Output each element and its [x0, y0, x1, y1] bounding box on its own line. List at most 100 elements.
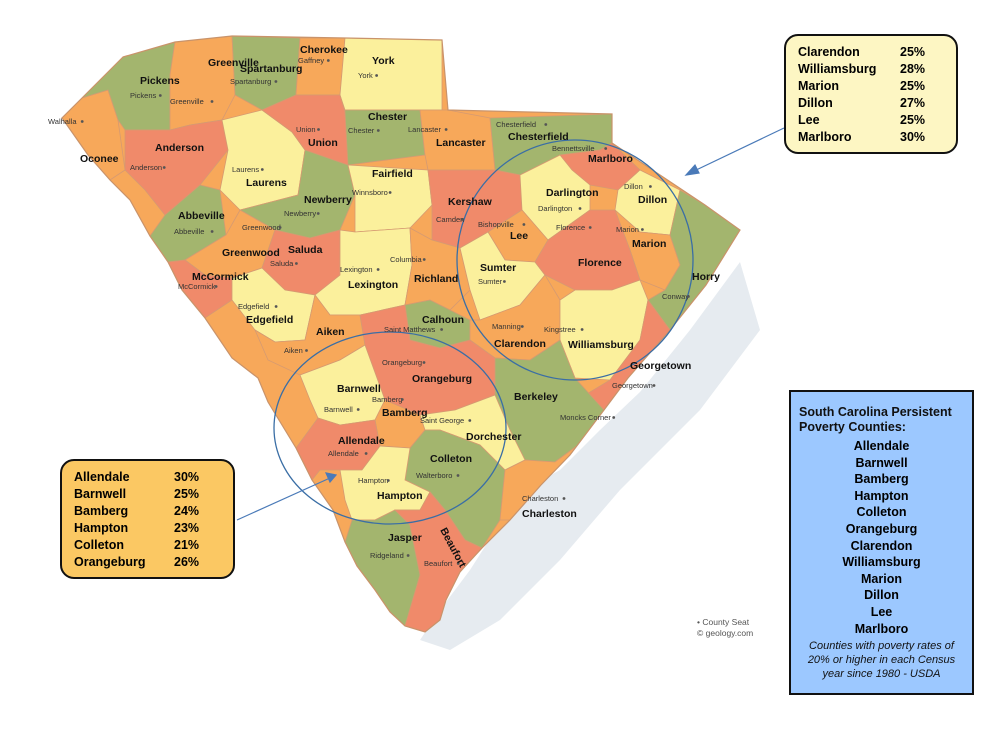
county-seat-jasper: Ridgeland	[370, 551, 404, 560]
county-seat-dot-dillon	[649, 185, 652, 188]
county-seat-georgetown: Georgetown	[612, 381, 653, 390]
county-label-calhoun: Calhoun	[422, 314, 464, 326]
legend-credit: geology.com	[705, 628, 754, 638]
callout-southwest-rates: Allendale 30% Barnwell 25% Bamberg 24% Hampton…	[60, 459, 235, 579]
county-seat-edgefield: Edgefield	[238, 302, 269, 311]
county-seat-fairfield: Winnsboro	[352, 188, 388, 197]
county-seat-mccormick: McCormick	[178, 282, 216, 291]
county-anderson	[124, 119, 229, 216]
persistent-poverty-info-box: South Carolina Persistent Poverty Counti…	[789, 390, 974, 695]
county-label-horry: Horry	[692, 271, 720, 283]
info-box-note: Counties with poverty rates of 20% or hi…	[807, 640, 956, 681]
county-seat-dot-edgefield	[274, 305, 278, 308]
county-seat-orangeburg: Orangeburg	[382, 358, 422, 367]
county-label-clarendon: Clarendon	[494, 338, 546, 350]
coastal-water	[420, 262, 760, 650]
legend-county-seat-label: County Seat	[702, 617, 750, 627]
county-seat-dot-saluda	[295, 262, 298, 265]
county-seat-dot-cherokee	[326, 59, 330, 62]
callout-bottom-row: Barnwell 25%	[74, 486, 221, 503]
county-label-williamsburg: Williamsburg	[568, 339, 634, 351]
callout-bottom-poverty-rate: 30%	[174, 470, 200, 484]
map-legend: • County Seat © geology.com	[697, 617, 753, 639]
county-seat-dot-berkeley	[612, 416, 616, 419]
county-seat-dot-lancaster	[444, 128, 448, 131]
county-florence	[534, 209, 641, 291]
county-seat-colleton: Walterboro	[416, 471, 452, 480]
callout-bottom-row: Hampton 23%	[74, 520, 221, 537]
county-seat-dot-greenwood	[278, 226, 282, 229]
persistent-poverty-county-list: Allendale Barnwell Bamberg Hampton Colleton O…	[799, 438, 964, 637]
county-label-charleston: Charleston	[522, 508, 577, 520]
county-label-york: York	[372, 55, 395, 67]
callout-top-row: Marion 25%	[798, 78, 944, 95]
county-jasper	[344, 509, 421, 627]
county-label-barnwell: Barnwell	[337, 383, 381, 395]
callout-top-poverty-rate: 25%	[900, 79, 926, 93]
county-label-lancaster: Lancaster	[436, 137, 486, 149]
county-chester	[344, 109, 426, 166]
county-seat-dot-jasper	[406, 554, 410, 557]
poverty-county-item: Colleton	[856, 505, 907, 520]
callout-arrow-bottom	[236, 472, 338, 521]
callout-top-row: Williamsburg 28%	[798, 61, 944, 78]
county-seat-dot-colleton	[456, 474, 460, 477]
callout-top-county-name: Clarendon	[798, 45, 860, 59]
county-label-chester: Chester	[368, 111, 407, 123]
county-seat-spartanburg: Spartanburg	[230, 77, 271, 86]
callout-top-county-name: Lee	[798, 113, 820, 127]
county-seat-dot-laurens	[260, 168, 264, 171]
county-seat-cherokee: Gaffney	[298, 56, 324, 65]
county-seat-horry: Conway	[662, 292, 689, 301]
county-seat-hampton: Hampton	[358, 476, 388, 485]
county-seat-darlington: Darlington	[538, 204, 572, 213]
county-seat-dot-anderson	[162, 166, 166, 169]
callout-bottom-row: Colleton 21%	[74, 537, 221, 554]
county-seat-greenwood: Greenwood	[242, 223, 281, 232]
state-outline	[61, 35, 741, 633]
county-seat-chester: Chester	[348, 126, 375, 135]
county-seat-dot-barnwell	[356, 408, 360, 411]
county-seat-dot-marion	[641, 228, 644, 231]
county-seat-dot-chesterfield	[544, 123, 548, 126]
poverty-county-item: Williamsburg	[842, 555, 921, 570]
county-seat-saluda: Saluda	[270, 259, 294, 268]
county-seat-lancaster: Lancaster	[408, 125, 441, 134]
callout-bottom-county-name: Colleton	[74, 538, 124, 552]
poverty-county-item: Marlboro	[854, 621, 909, 636]
county-seat-newberry: Newberry	[284, 209, 316, 218]
county-seat-dot-kershaw	[461, 218, 464, 221]
county-seat-dot-charleston	[562, 497, 566, 500]
callout-top-row: Dillon 27%	[798, 95, 944, 112]
county-seat-dot-union	[317, 128, 320, 131]
callout-arrow-top	[684, 127, 785, 176]
county-label-georgetown: Georgetown	[630, 360, 691, 372]
county-seat-dot-mccormick	[214, 285, 218, 288]
callout-bottom-poverty-rate: 21%	[174, 538, 200, 552]
county-seat-calhoun: Saint Matthews	[384, 325, 436, 334]
county-seat-lexington: Lexington	[340, 265, 373, 274]
county-seat-dot-georgetown	[652, 384, 656, 387]
county-label-marion: Marion	[632, 238, 666, 250]
county-seat-dot-newberry	[316, 212, 320, 215]
county-seat-dot-hampton	[386, 479, 390, 482]
county-seat-dot-florence	[588, 226, 592, 229]
county-seat-bamberg: Bamberg	[372, 395, 402, 404]
county-label-lee: Lee	[510, 230, 528, 242]
county-seat-dot-spartanburg	[274, 80, 278, 83]
county-label-richland: Richland	[414, 273, 458, 285]
county-seat-dot-dorchester	[468, 419, 472, 422]
copyright-icon: ©	[697, 628, 704, 638]
county-label-chesterfield: Chesterfield	[508, 131, 569, 143]
callout-bottom-county-name: Bamberg	[74, 504, 129, 518]
county-label-greenwood: Greenwood	[222, 247, 280, 259]
county-label-sumter: Sumter	[480, 262, 516, 274]
county-label-dorchester: Dorchester	[466, 431, 521, 443]
county-label-pickens: Pickens	[140, 75, 180, 87]
county-seat-dot-marlboro	[604, 147, 608, 150]
highlight-circle-southwest	[273, 331, 507, 525]
county-seat-berkeley: Moncks Corner	[560, 413, 611, 422]
county-seat-dot-lexington	[376, 268, 380, 271]
callout-northeast-rates: Clarendon 25% Williamsburg 28% Marion 25% Dill…	[784, 34, 958, 154]
